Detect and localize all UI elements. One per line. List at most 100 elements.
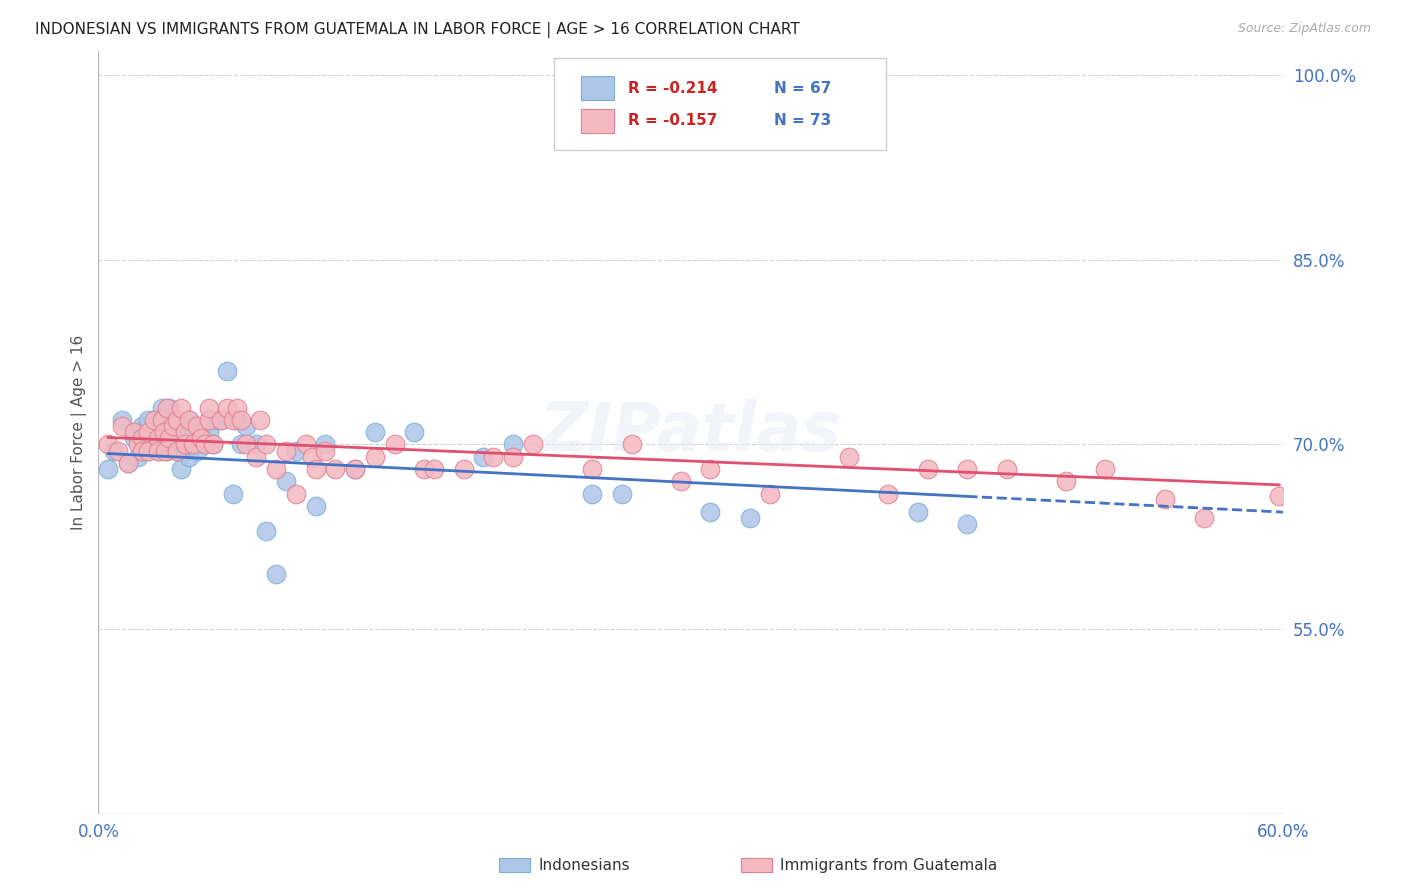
Point <box>758 486 780 500</box>
Point <box>156 401 179 415</box>
Point <box>198 401 221 415</box>
Point <box>162 419 184 434</box>
Point <box>314 443 336 458</box>
Point <box>917 462 939 476</box>
Text: ZIPatlas: ZIPatlas <box>540 399 842 465</box>
Point <box>215 363 238 377</box>
Point <box>127 437 149 451</box>
Point <box>156 425 179 439</box>
Point <box>274 475 297 489</box>
Point <box>146 443 169 458</box>
Point <box>482 450 505 464</box>
Point <box>235 419 257 434</box>
Point <box>166 443 188 458</box>
Text: Indonesians: Indonesians <box>538 858 630 872</box>
Point <box>1094 462 1116 476</box>
Point <box>150 401 173 415</box>
Point <box>142 437 165 451</box>
Point <box>413 462 436 476</box>
Point <box>249 413 271 427</box>
Point <box>136 413 159 427</box>
Point <box>344 462 367 476</box>
Point <box>669 475 692 489</box>
Point <box>229 437 252 451</box>
Point <box>136 443 159 458</box>
Point <box>956 462 979 476</box>
Point <box>131 431 153 445</box>
Point <box>384 437 406 451</box>
Point <box>166 413 188 427</box>
Point <box>194 437 217 451</box>
Point <box>155 443 177 458</box>
Point <box>201 437 224 451</box>
Point <box>198 413 221 427</box>
Point <box>198 413 221 427</box>
Point <box>245 450 267 464</box>
Point <box>150 431 173 445</box>
Point <box>194 437 217 451</box>
Point <box>146 413 169 427</box>
Y-axis label: In Labor Force | Age > 16: In Labor Force | Age > 16 <box>72 334 87 530</box>
Point <box>404 425 426 439</box>
Point <box>190 425 212 439</box>
Point <box>453 462 475 476</box>
Point <box>136 443 159 458</box>
Point <box>423 462 446 476</box>
Point <box>995 462 1018 476</box>
Point <box>146 431 169 445</box>
Point <box>162 431 184 445</box>
Text: Source: ZipAtlas.com: Source: ZipAtlas.com <box>1237 22 1371 36</box>
Point <box>131 443 153 458</box>
Point <box>294 437 316 451</box>
Point <box>1054 475 1077 489</box>
Point <box>472 450 495 464</box>
Point <box>301 450 323 464</box>
Text: R = -0.157: R = -0.157 <box>628 113 717 128</box>
Point <box>170 425 193 439</box>
Point <box>209 413 232 427</box>
Point <box>174 443 197 458</box>
Point <box>620 437 643 451</box>
Point <box>181 419 204 434</box>
Point <box>610 486 633 500</box>
Point <box>117 456 139 470</box>
Point <box>304 499 326 513</box>
Point <box>142 413 165 427</box>
Point <box>264 566 287 581</box>
Point <box>181 431 204 445</box>
Point <box>111 419 134 434</box>
Point <box>581 486 603 500</box>
Point <box>225 413 247 427</box>
Point <box>907 505 929 519</box>
Point <box>103 443 125 458</box>
Point <box>209 413 232 427</box>
Point <box>127 425 149 439</box>
Point <box>205 413 228 427</box>
Point <box>170 462 193 476</box>
Point <box>1153 491 1175 506</box>
Point <box>254 437 277 451</box>
Point <box>146 443 169 458</box>
Point <box>304 462 326 476</box>
Point <box>179 413 201 427</box>
FancyBboxPatch shape <box>554 58 886 150</box>
Point <box>127 450 149 464</box>
FancyBboxPatch shape <box>581 109 614 133</box>
Point <box>150 413 173 427</box>
Point <box>502 450 524 464</box>
Point <box>581 462 603 476</box>
Point <box>122 431 145 445</box>
Point <box>738 511 761 525</box>
Text: Immigrants from Guatemala: Immigrants from Guatemala <box>780 858 998 872</box>
Point <box>162 419 184 434</box>
Text: N = 73: N = 73 <box>773 113 831 128</box>
Point <box>156 443 179 458</box>
Text: INDONESIAN VS IMMIGRANTS FROM GUATEMALA IN LABOR FORCE | AGE > 16 CORRELATION CH: INDONESIAN VS IMMIGRANTS FROM GUATEMALA … <box>35 22 800 38</box>
Point <box>284 486 307 500</box>
Point <box>136 431 159 445</box>
Point <box>97 462 120 476</box>
Point <box>221 413 243 427</box>
Point <box>284 443 307 458</box>
Point <box>159 431 181 445</box>
Point <box>152 419 174 434</box>
